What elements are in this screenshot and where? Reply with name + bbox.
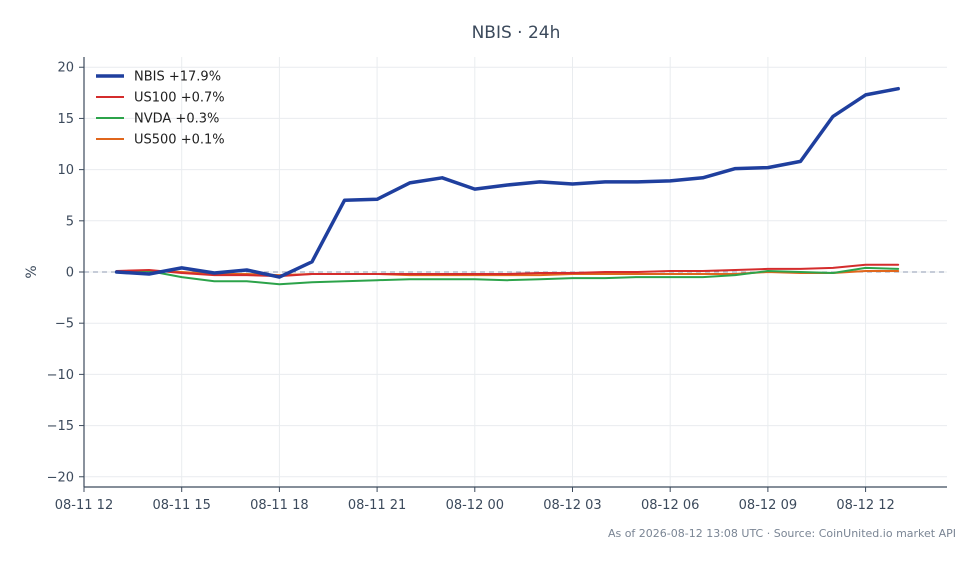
- y-tick-label-0: −20: [47, 470, 74, 485]
- series-lines: [114, 86, 900, 286]
- legend-label-1: US100 +0.7%: [134, 91, 225, 106]
- x-tick-label-1: 08-11 15: [152, 498, 210, 513]
- footer-source: As of 2026-08-12 13:08 UTC · Source: Coi…: [608, 527, 956, 540]
- x-ticks: 08-11 12 08-11 15 08-11 18 08-11 21 08-12 00…: [55, 487, 895, 513]
- y-tick-label-4: 0: [66, 266, 74, 281]
- y-tick-label-8: 20: [57, 61, 74, 76]
- legend-label-3: US500 +0.1%: [134, 133, 225, 148]
- x-tick-label-4: 08-12 00: [446, 498, 504, 513]
- y-tick-label-1: −15: [47, 419, 74, 434]
- y-tick-label-5: 5: [66, 214, 74, 229]
- y-tick-label-6: 10: [57, 163, 74, 178]
- series-line-0: [114, 86, 900, 279]
- legend-label-0: NBIS +17.9%: [134, 70, 221, 85]
- x-tick-label-6: 08-12 06: [641, 498, 699, 513]
- y-axis-label: %: [24, 265, 40, 278]
- series-line-1: [115, 263, 900, 278]
- x-tick-label-0: 08-11 12: [55, 498, 113, 513]
- y-ticks: −20 −15 −10 −5 0 5 10 15 20: [47, 61, 84, 485]
- chart-title: NBIS · 24h: [472, 23, 561, 43]
- x-tick-label-3: 08-11 21: [348, 498, 406, 513]
- x-tick-label-7: 08-12 09: [739, 498, 797, 513]
- y-tick-label-7: 15: [57, 112, 74, 127]
- legend-label-2: NVDA +0.3%: [134, 112, 219, 127]
- x-tick-label-5: 08-12 03: [543, 498, 601, 513]
- x-tick-label-2: 08-11 18: [250, 498, 308, 513]
- x-tick-label-8: 08-12 12: [836, 498, 894, 513]
- legend: NBIS +17.9% US100 +0.7% NVDA +0.3% US500 +0…: [96, 70, 225, 148]
- y-tick-label-2: −10: [47, 368, 74, 383]
- series-line-2: [115, 266, 900, 286]
- y-tick-label-3: −5: [55, 317, 74, 332]
